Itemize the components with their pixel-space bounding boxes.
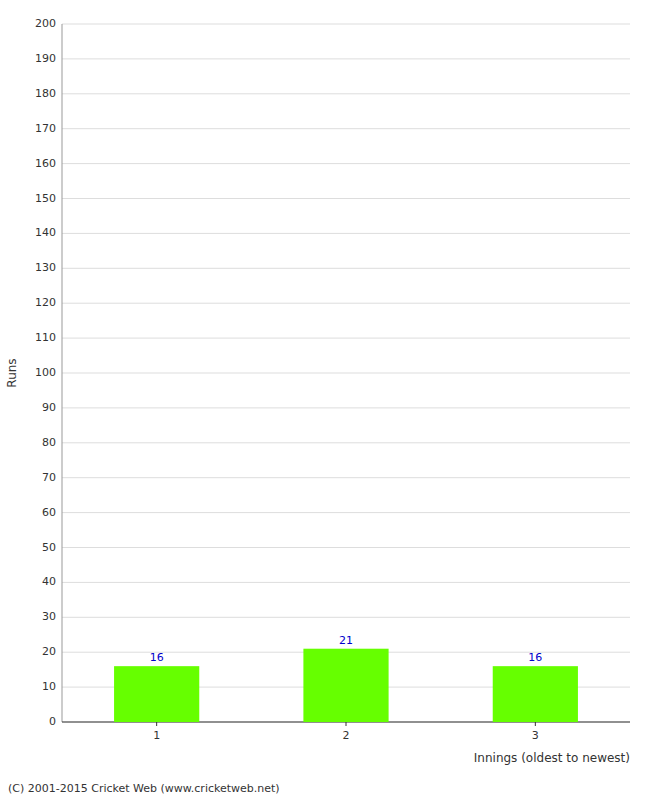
grid-line [62, 338, 630, 339]
data-label: 21 [339, 634, 353, 647]
x-tick-label: 2 [343, 729, 350, 742]
bar [303, 649, 388, 722]
y-tick-label: 90 [42, 401, 56, 414]
y-axis-label: Runs [5, 358, 19, 387]
chart-svg: 0 10 20 30 40 50 60 70 80 90 100 110 120 130 140 150 160… [0, 0, 650, 800]
y-tick-label: 140 [35, 226, 56, 239]
grid-line [62, 268, 630, 269]
grid-line [62, 442, 630, 443]
grid-line [62, 512, 630, 513]
y-tick-label: 40 [42, 575, 56, 588]
grid-line [62, 373, 630, 374]
y-tick-label: 190 [35, 52, 56, 65]
x-tick-label: 1 [153, 729, 160, 742]
data-label: 16 [150, 651, 164, 664]
grid-line [62, 233, 630, 234]
y-tick-label: 100 [35, 366, 56, 379]
y-axis-line [62, 24, 63, 722]
x-tick-label: 3 [532, 729, 539, 742]
data-labels: 16 21 16 [150, 634, 543, 664]
grid-line [62, 407, 630, 408]
axes: 0 10 20 30 40 50 60 70 80 90 100 110 120 130 140 150 160… [35, 17, 630, 742]
y-tick-label: 180 [35, 87, 56, 100]
footer: (C) 2001-2015 Cricket Web (www.cricketwe… [8, 782, 280, 795]
y-tick-label: 60 [42, 506, 56, 519]
y-tick-label: 120 [35, 296, 56, 309]
grid-line [62, 477, 630, 478]
y-tick-label: 70 [42, 471, 56, 484]
bar [493, 666, 578, 722]
grid [62, 24, 630, 722]
y-tick-label: 10 [42, 680, 56, 693]
y-tick-label: 80 [42, 436, 56, 449]
y-tick-label: 110 [35, 331, 56, 344]
bar [114, 666, 199, 722]
x-tick [346, 722, 347, 726]
grid-line [62, 58, 630, 59]
grid-line [62, 93, 630, 94]
y-tick-label: 200 [35, 17, 56, 30]
grid-line [62, 198, 630, 199]
bars [114, 649, 578, 722]
x-tick [535, 722, 536, 726]
y-tick-label: 160 [35, 157, 56, 170]
y-tick-label: 50 [42, 541, 56, 554]
grid-line [62, 163, 630, 164]
x-axis-label: Innings (oldest to newest) [474, 751, 630, 765]
grid-line [62, 617, 630, 618]
y-tick-label: 30 [42, 610, 56, 623]
grid-line [62, 303, 630, 304]
grid-line [62, 582, 630, 583]
grid-line [62, 547, 630, 548]
chart-container: 0 10 20 30 40 50 60 70 80 90 100 110 120 130 140 150 160… [0, 0, 650, 800]
y-tick-label: 0 [49, 715, 56, 728]
data-label: 16 [528, 651, 542, 664]
y-tick-label: 170 [35, 122, 56, 135]
x-tick [156, 722, 157, 726]
grid-line [62, 24, 630, 25]
y-tick-label: 20 [42, 645, 56, 658]
grid-line [62, 128, 630, 129]
y-tick-label: 130 [35, 261, 56, 274]
y-tick-label: 150 [35, 192, 56, 205]
